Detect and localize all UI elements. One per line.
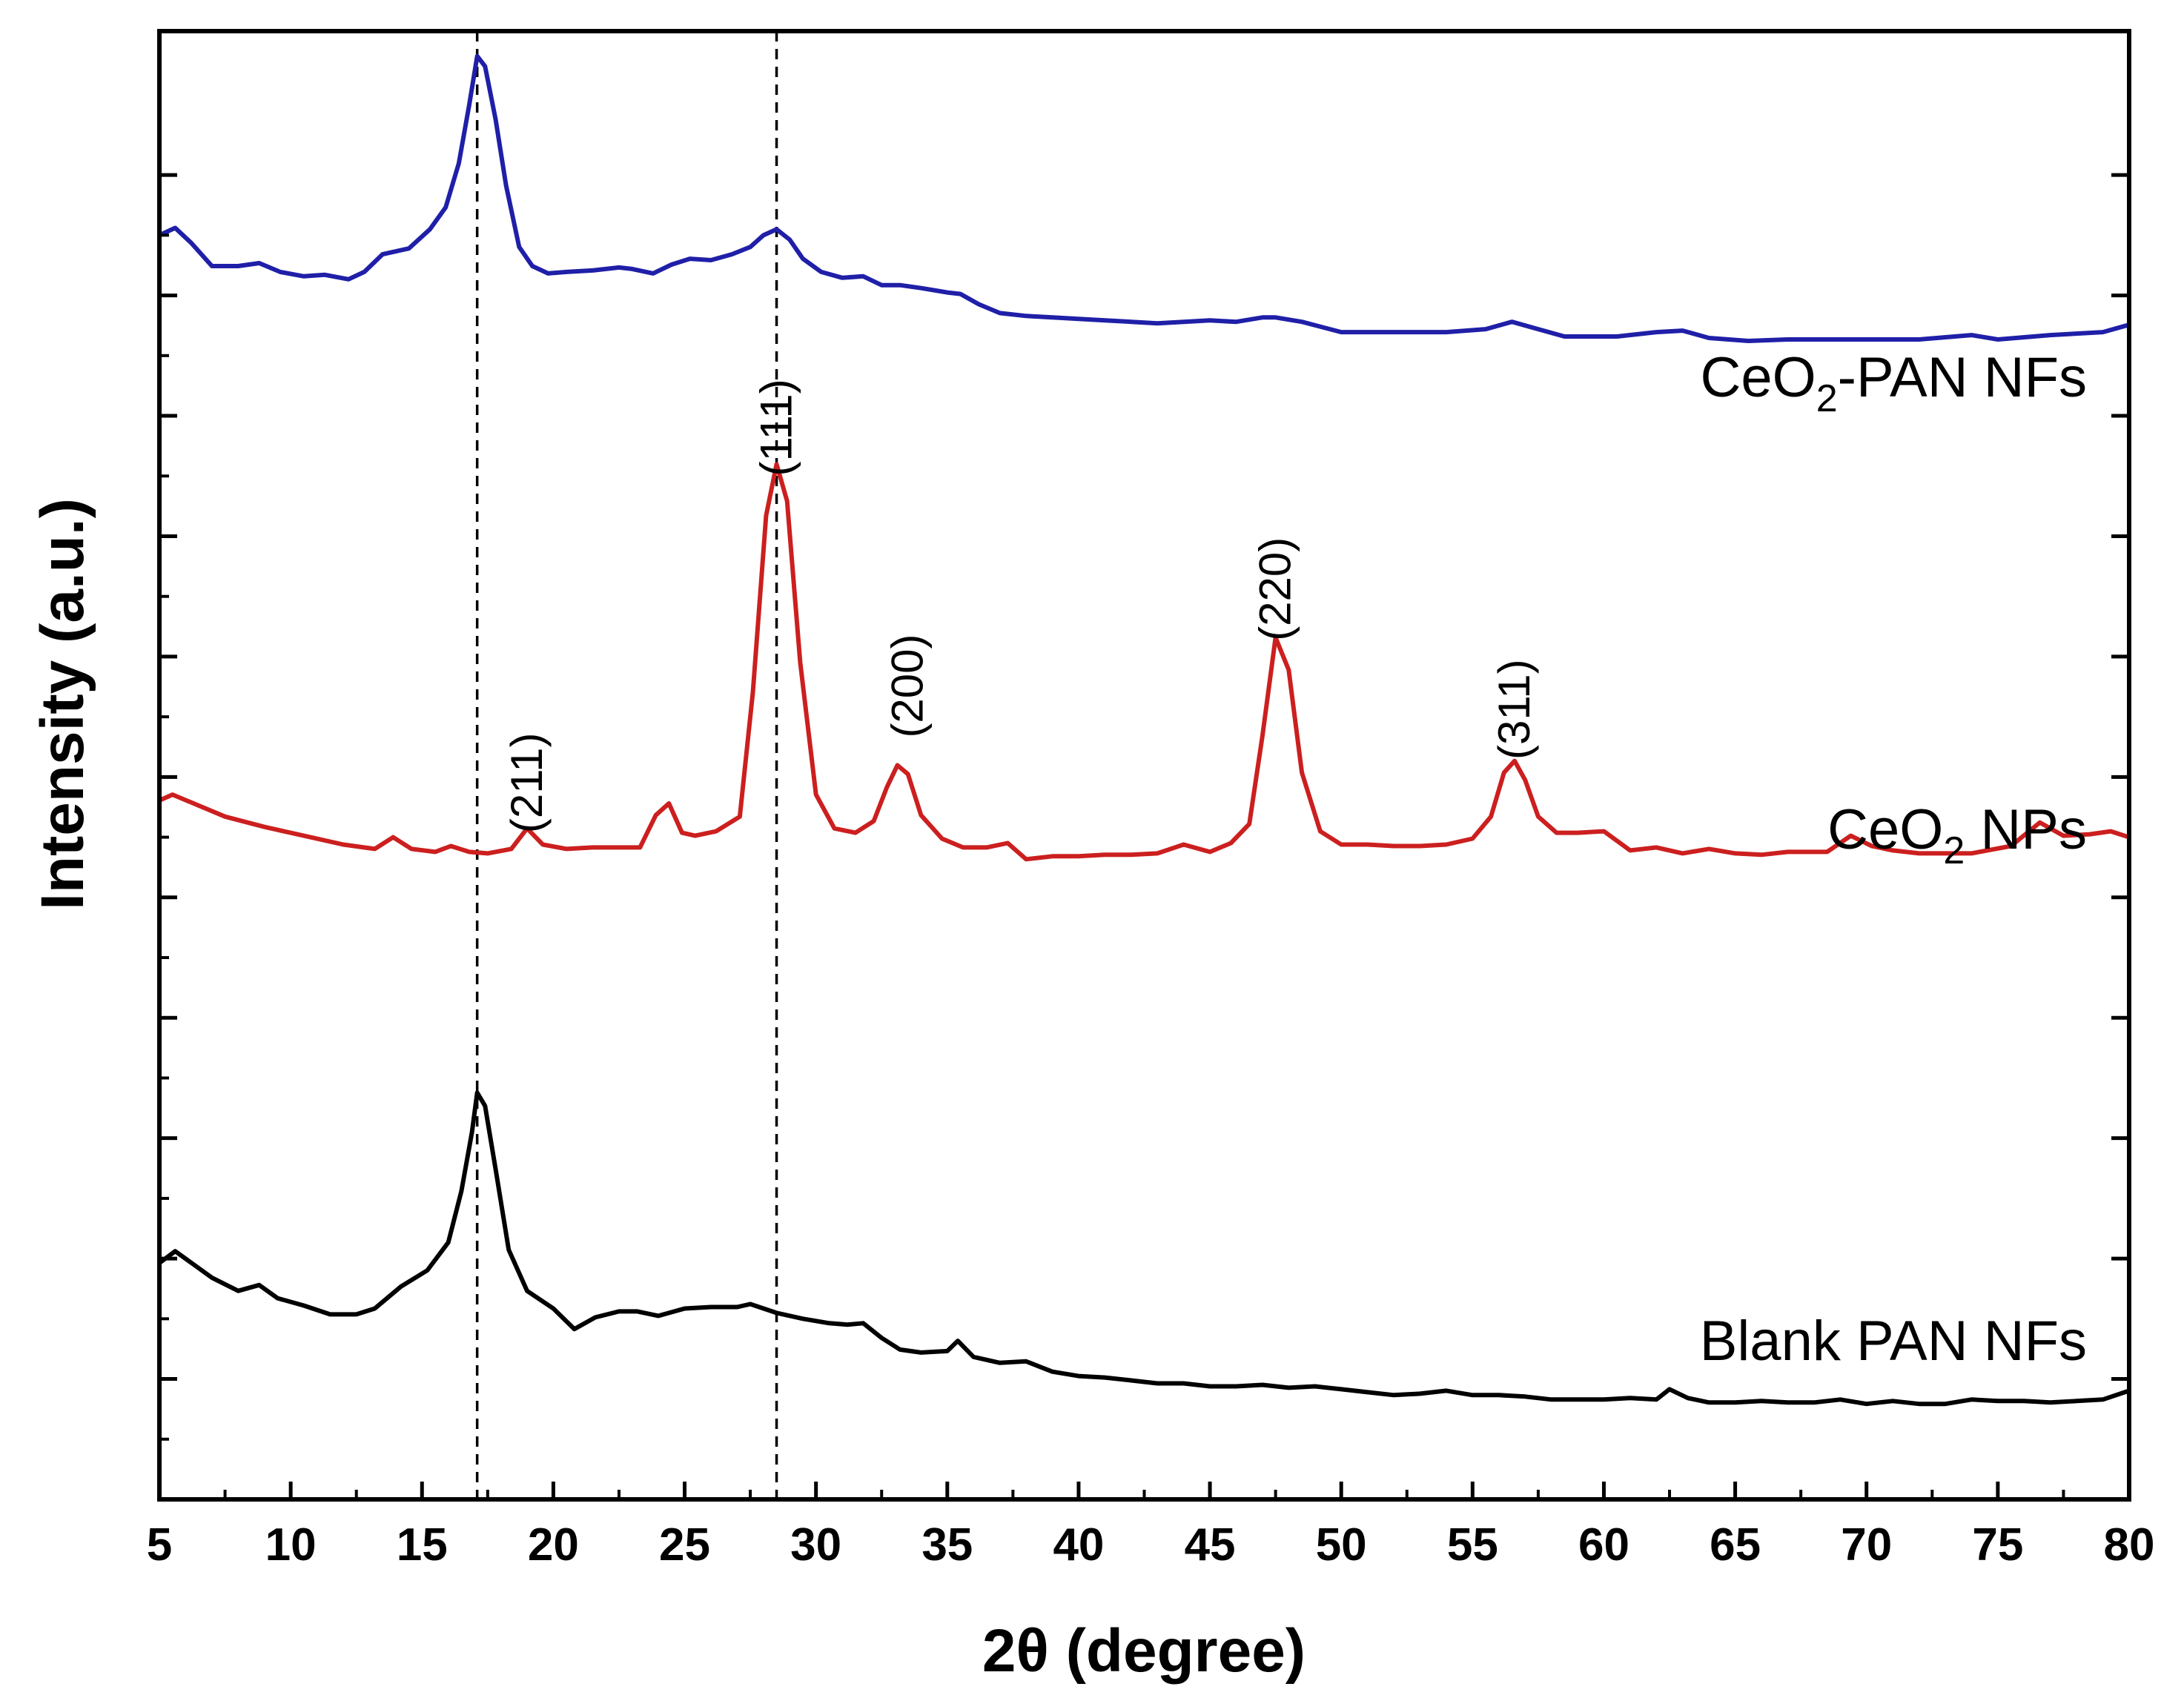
x-tick-label-75: 75	[1972, 1519, 2023, 1571]
x-tick-label-80: 80	[2104, 1519, 2155, 1571]
x-tick-label-40: 40	[1053, 1519, 1104, 1571]
series-line-1	[157, 462, 2131, 862]
x-tick-label-50: 50	[1316, 1519, 1367, 1571]
series-label-ceo2-pan: CeO2-PAN NFs	[1700, 346, 2087, 420]
plot-frame	[157, 29, 2131, 1502]
x-axis-title: 2θ (degree)	[982, 1617, 1306, 1685]
x-tick-label-60: 60	[1578, 1519, 1629, 1571]
x-tick-label-30: 30	[790, 1519, 841, 1571]
x-tick-label-65: 65	[1710, 1519, 1761, 1571]
hkl-label-2: (200)	[883, 634, 933, 737]
series-line-2	[157, 1090, 2131, 1407]
x-tick-label-45: 45	[1185, 1519, 1236, 1571]
x-tick-label-55: 55	[1447, 1519, 1498, 1571]
peak-annotations: (211) (111) (200) (220) (311)	[502, 379, 1539, 833]
reference-lines	[475, 31, 778, 1499]
series-label-blank-pan: Blank PAN NFs	[1700, 1310, 2087, 1373]
x-tick-label-10: 10	[265, 1519, 317, 1571]
hkl-label-1: (111)	[752, 379, 801, 476]
y-axis-ticks	[159, 173, 2129, 1441]
series-label-ceo2-nps: CeO2 NPs	[1827, 798, 2087, 872]
plot-border	[157, 29, 2131, 1502]
x-tick-label-25: 25	[659, 1519, 710, 1571]
y-axis-title: Intensity (a.u.)	[29, 498, 96, 910]
x-tick-label-35: 35	[921, 1519, 973, 1571]
hkl-label-4: (311)	[1489, 659, 1539, 760]
x-axis-ticks: 5 10 15 20 25 30 35 40 45 50 55 60 65 70 75 80	[147, 1482, 2155, 1571]
series-layer	[157, 53, 2131, 1407]
x-tick-label-5: 5	[147, 1519, 172, 1571]
hkl-label-3: (220)	[1251, 537, 1300, 641]
x-tick-label-70: 70	[1841, 1519, 1892, 1571]
hkl-label-0: (211)	[502, 732, 552, 833]
x-tick-label-20: 20	[528, 1519, 579, 1571]
x-tick-label-15: 15	[397, 1519, 448, 1571]
series-line-0	[157, 53, 2131, 343]
